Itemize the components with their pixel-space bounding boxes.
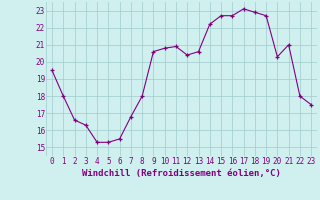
X-axis label: Windchill (Refroidissement éolien,°C): Windchill (Refroidissement éolien,°C) xyxy=(82,169,281,178)
